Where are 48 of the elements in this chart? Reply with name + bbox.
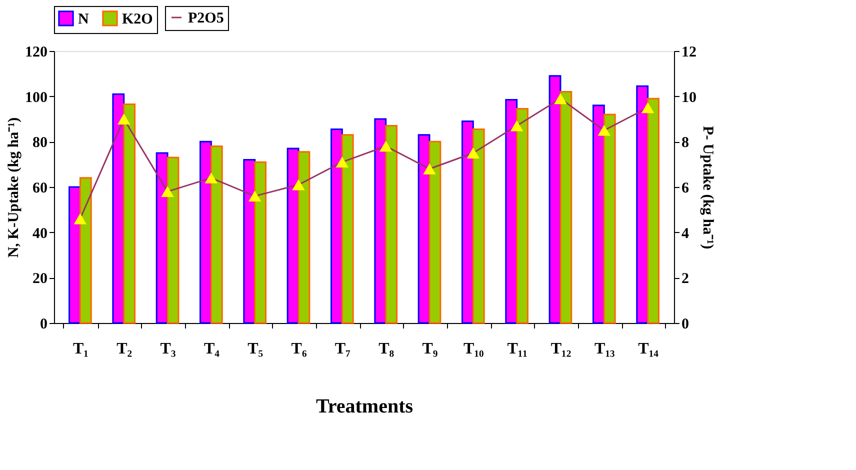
y-tick-label: 0 [40, 316, 48, 332]
x-tick-label: T₂ [116, 340, 132, 358]
bar [166, 156, 180, 324]
bar [472, 128, 485, 324]
y-tick-label: 120 [25, 44, 48, 60]
y-tick-label: 80 [32, 135, 48, 152]
y2-tick-label: 8 [682, 135, 689, 152]
y2-tick-label: 12 [682, 44, 696, 60]
y2-tick-label: 4 [682, 226, 690, 242]
bar [123, 104, 136, 324]
x-tick-label: T₁₃ [594, 340, 615, 358]
bar [79, 177, 92, 324]
bar [603, 114, 616, 324]
y-tick-label: 20 [32, 271, 48, 288]
x-tick-label: T₁₄ [638, 340, 659, 358]
x-tick-label: T₁₂ [550, 340, 572, 358]
y-tick-label: 100 [25, 90, 48, 106]
bar [341, 134, 354, 324]
legend-label: P2O5 [188, 10, 224, 26]
y2-tick-label: 6 [682, 180, 690, 196]
bar [298, 151, 310, 324]
bar [516, 108, 528, 324]
x-tick-label: T₄ [204, 340, 220, 358]
x-tick-label: T₁₁ [507, 340, 528, 358]
y2-tick-label: 10 [682, 90, 696, 106]
bar [385, 125, 398, 324]
x-tick-label: T₁₀ [464, 340, 484, 358]
y2-axis-title: P- Uptake (kg ha⁻¹) [700, 126, 716, 250]
x-tick-label: T₃ [160, 340, 176, 358]
bar [560, 91, 572, 324]
y-tick-label: 40 [32, 226, 48, 242]
legend-label: N [78, 11, 89, 28]
legend-label: K2O [122, 11, 153, 28]
x-axis-title: Treatments [316, 396, 414, 418]
x-tick-label: T₇ [334, 340, 351, 358]
bar [210, 145, 223, 324]
x-tick-label: T₅ [248, 340, 264, 358]
x-tick-label: T₆ [291, 340, 307, 358]
y2-tick-label: 2 [682, 271, 689, 288]
bar [647, 98, 660, 324]
y2-tick-label: 0 [682, 316, 689, 332]
bar [254, 161, 267, 324]
x-tick-label: T₉ [422, 340, 438, 358]
x-tick-label: T₁ [72, 340, 89, 358]
x-tick-label: T₈ [378, 340, 394, 358]
y-tick-label: 60 [32, 180, 48, 196]
y-axis-title: N, K-Uptake (kg ha⁻¹) [6, 117, 22, 258]
bar [428, 140, 442, 324]
